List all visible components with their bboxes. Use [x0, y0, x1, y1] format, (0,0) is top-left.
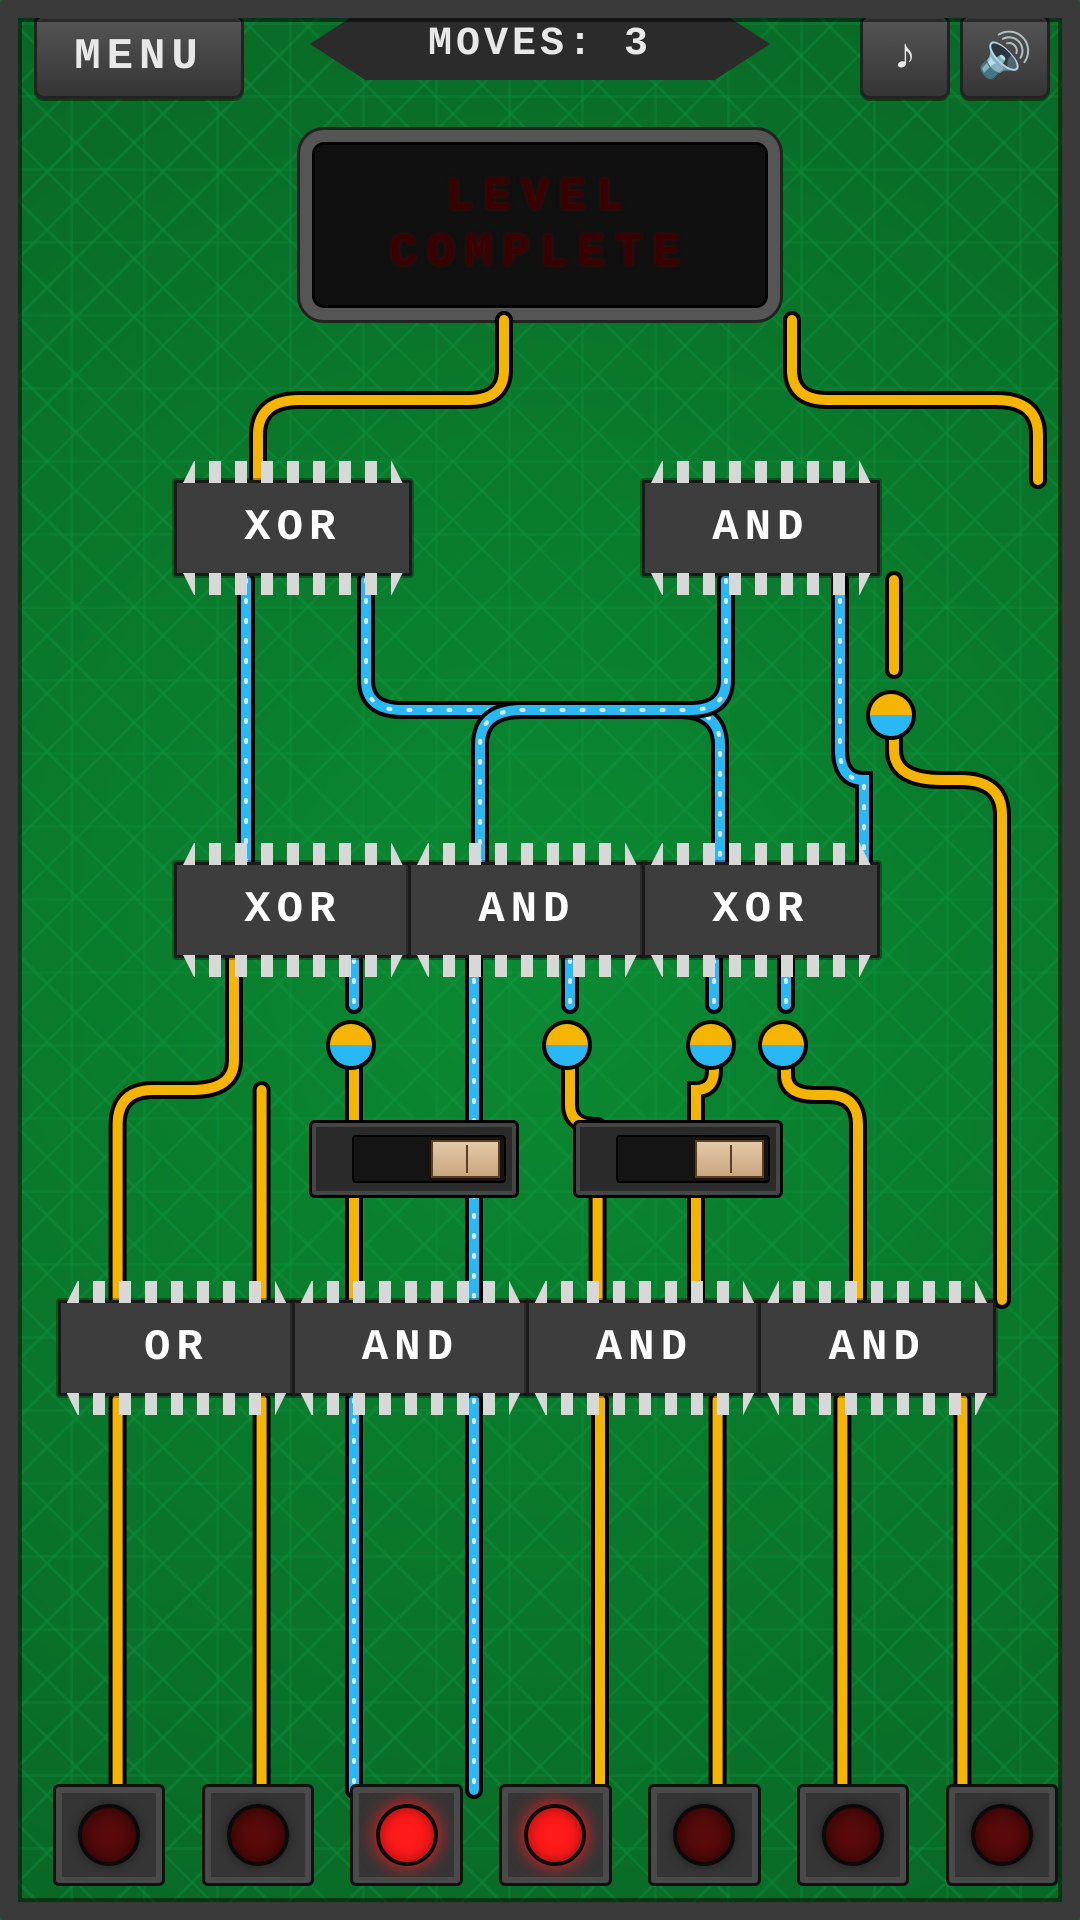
gate-r3g4[interactable]: AND — [758, 1300, 996, 1396]
gate-r1g1[interactable]: XOR — [174, 480, 412, 576]
output-led-3 — [499, 1784, 612, 1886]
menu-button[interactable]: MENU — [34, 14, 244, 99]
gate-r2g2[interactable]: AND — [408, 862, 646, 958]
output-led-0 — [53, 1784, 166, 1886]
gate-r2g3[interactable]: XOR — [642, 862, 880, 958]
lcd-line1: LEVEL — [446, 171, 634, 223]
gate-r2g1[interactable]: XOR — [174, 862, 412, 958]
gate-r1g2[interactable]: AND — [642, 480, 880, 576]
wire-junction — [686, 1020, 736, 1070]
wire-junction — [758, 1020, 808, 1070]
wire-junction — [326, 1020, 376, 1070]
output-led-6 — [946, 1784, 1059, 1886]
lcd-display: LEVEL COMPLETE — [300, 130, 780, 320]
output-led-5 — [797, 1784, 910, 1886]
moves-counter: MOVES: 3 — [310, 8, 770, 80]
output-led-2 — [350, 1784, 463, 1886]
switch-slider[interactable] — [309, 1120, 519, 1198]
music-icon: ♪ — [892, 32, 918, 82]
music-toggle-button[interactable]: ♪ — [860, 14, 950, 99]
gate-r3g2[interactable]: AND — [292, 1300, 530, 1396]
gate-r3g1[interactable]: OR — [58, 1300, 296, 1396]
output-led-1 — [202, 1784, 315, 1886]
switch-slider[interactable] — [573, 1120, 783, 1198]
wire-junction — [866, 690, 916, 740]
output-led-4 — [648, 1784, 761, 1886]
wire-junction — [542, 1020, 592, 1070]
gate-r3g3[interactable]: AND — [526, 1300, 764, 1396]
sound-icon: 🔊 — [978, 29, 1033, 84]
sound-toggle-button[interactable]: 🔊 — [960, 14, 1050, 99]
lcd-line2: COMPLETE — [390, 227, 691, 279]
